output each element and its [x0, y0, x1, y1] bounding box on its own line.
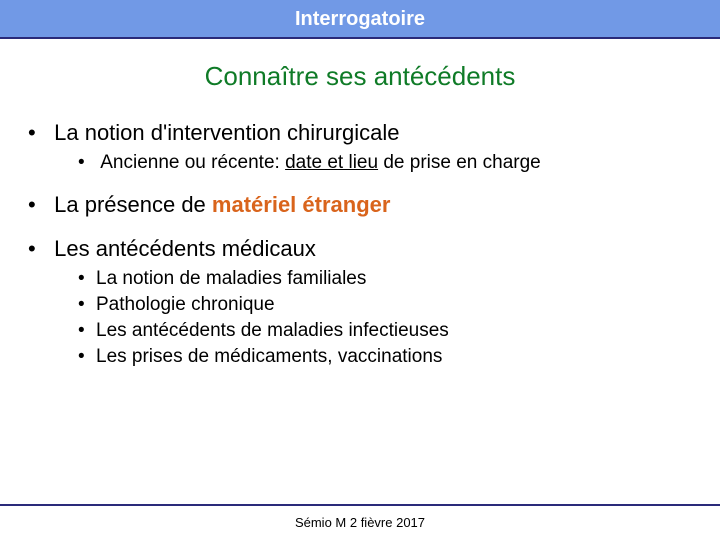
sub-list-1: Ancienne ou récente: date et lieu de pri… [28, 152, 700, 174]
sub-item: Pathologie chronique [78, 294, 700, 316]
bullet-list: La notion d'intervention chirurgicale An… [20, 120, 700, 368]
bullet-text-pre: La présence de [54, 192, 212, 217]
sub-item: Les prises de médicaments, vaccinations [78, 346, 700, 368]
footer-rule [0, 504, 720, 506]
sub-item: Les antécédents de maladies infectieuses [78, 320, 700, 342]
sub-text-post: de prise en charge [378, 152, 541, 173]
bullet-text-emph: matériel étranger [212, 192, 391, 217]
sub-item: Ancienne ou récente: date et lieu de pri… [78, 152, 700, 174]
sub-text-pre: Ancienne ou récente: [100, 152, 285, 173]
slide-footer: Sémio M 2 fièvre 2017 [0, 515, 720, 530]
slide-title: Connaître ses antécédents [0, 61, 720, 92]
bullet-item-2: La présence de matériel étranger [28, 192, 700, 218]
sub-list-3: La notion de maladies familiales Patholo… [28, 268, 700, 368]
sub-text-underline: date et lieu [285, 152, 378, 173]
sub-text: Les antécédents de maladies infectieuses [96, 320, 449, 341]
bullet-item-3: Les antécédents médicaux La notion de ma… [28, 236, 700, 368]
slide: Interrogatoire Connaître ses antécédents… [0, 0, 720, 540]
sub-text: La notion de maladies familiales [96, 268, 366, 289]
bullet-text: Les antécédents médicaux [54, 236, 316, 261]
sub-text: Les prises de médicaments, vaccinations [96, 346, 442, 367]
slide-header: Interrogatoire [0, 0, 720, 37]
sub-item: La notion de maladies familiales [78, 268, 700, 290]
slide-content: La notion d'intervention chirurgicale An… [0, 120, 720, 368]
bullet-item-1: La notion d'intervention chirurgicale An… [28, 120, 700, 174]
header-rule [0, 37, 720, 39]
bullet-text: La notion d'intervention chirurgicale [54, 120, 399, 145]
sub-text: Pathologie chronique [96, 294, 275, 315]
